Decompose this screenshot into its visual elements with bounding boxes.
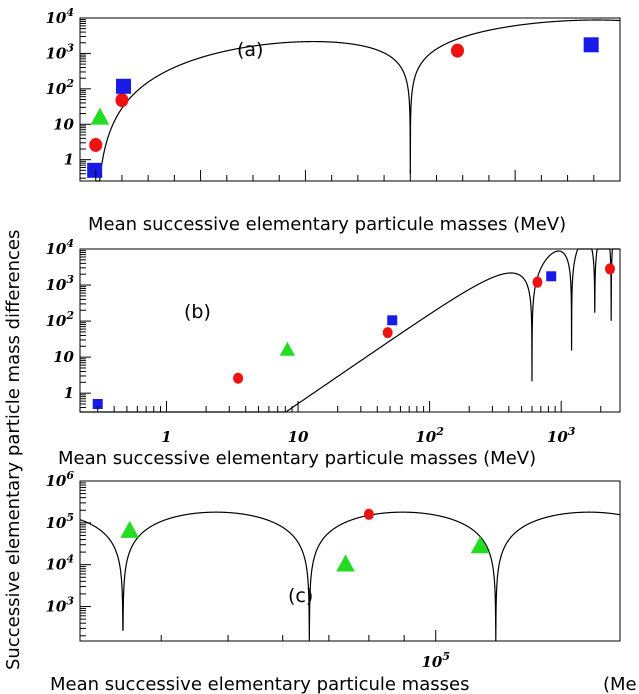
- circle-point: [382, 327, 393, 339]
- triangle-point: [90, 107, 110, 125]
- y-tick-label: 102: [45, 309, 74, 330]
- y-tick-label-exponent: 4: [66, 6, 74, 19]
- triangle-point: [336, 554, 355, 572]
- panel-c: 103 104 105 106 105 (c) Mean successive ele…: [45, 469, 636, 694]
- y-tick-label: 10: [53, 115, 74, 133]
- panel-a: 1 10 102 103 104 (a) Mean successive element…: [45, 6, 621, 235]
- curve-line: [96, 19, 621, 182]
- square-point: [92, 399, 103, 410]
- y-tick-label: 103: [45, 273, 74, 294]
- square-point: [583, 37, 599, 53]
- square-point: [546, 271, 557, 282]
- y-tick-label: 103: [45, 41, 74, 62]
- y-axis-label: Successive elementary particle mass diff…: [3, 230, 24, 670]
- x-axis-ticks-a: [95, 170, 621, 181]
- y-tick-label: 104: [45, 6, 74, 27]
- triangle-point: [120, 520, 140, 538]
- curve-b: [80, 248, 620, 413]
- triangle-point: [470, 536, 490, 554]
- x-tick-label-exponent: 2: [435, 425, 444, 438]
- panel-label-b: (b): [184, 301, 211, 323]
- y-tick-label-exponent: 4: [66, 553, 74, 566]
- y-tick-label-exponent: 2: [65, 77, 74, 90]
- circle-point: [115, 93, 129, 108]
- circle-point: [450, 43, 464, 58]
- panel-label-a: (a): [237, 39, 263, 61]
- curve-line: [80, 248, 620, 413]
- circle-point: [233, 372, 244, 384]
- circle-point: [604, 263, 615, 275]
- square-point: [387, 315, 398, 326]
- points-c: [120, 508, 490, 572]
- x-axis-ticks-b: 1 10 102 103: [97, 401, 602, 446]
- y-tick-label: 103: [45, 595, 74, 616]
- x-axis-label-c: Mean successive elementary particule mas…: [50, 674, 469, 694]
- panel-label-c: (c): [288, 585, 313, 607]
- y-tick-label-exponent: 5: [66, 511, 74, 524]
- plot-frame-a: [79, 17, 621, 182]
- y-tick-label-exponent: 3: [66, 273, 74, 286]
- points-a: [87, 37, 599, 178]
- x-tick-label: 105: [421, 650, 450, 671]
- y-axis-ticks-a: 1 10 102 103 104: [45, 6, 91, 179]
- plot-frame-c: [79, 480, 621, 642]
- y-tick-label-exponent: 6: [66, 469, 74, 482]
- plot-frame-b: [79, 248, 621, 413]
- x-tick-label: 10: [288, 428, 309, 446]
- y-tick-label-exponent: 3: [66, 41, 74, 54]
- y-axis-ticks-b: 1 10 102 103 104: [45, 237, 91, 413]
- y-tick-label: 106: [45, 469, 74, 490]
- x-axis-label-b: Mean successive elementary particule mas…: [58, 448, 536, 469]
- y-tick-label: 104: [45, 553, 74, 574]
- square-point: [87, 162, 103, 178]
- y-tick-label-exponent: 3: [66, 595, 74, 608]
- x-axis-label-a: Mean successive elementary particule mas…: [88, 214, 566, 235]
- x-tick-label: 102: [415, 425, 444, 446]
- x-axis-ticks-c: 105: [160, 630, 450, 671]
- points-b: [92, 263, 615, 410]
- y-tick-label: 1: [64, 151, 74, 169]
- triangle-point: [279, 341, 296, 356]
- x-tick-label: 103: [547, 425, 576, 446]
- curve-line: [79, 511, 621, 642]
- circle-point: [532, 276, 543, 288]
- curve-c: [79, 511, 621, 642]
- y-tick-label: 104: [45, 237, 74, 258]
- y-tick-label: 105: [45, 511, 74, 532]
- y-tick-label: 10: [53, 348, 74, 366]
- y-tick-label-exponent: 4: [66, 237, 74, 250]
- x-tick-label: 1: [161, 428, 171, 446]
- curve-a: [96, 19, 621, 182]
- circle-point: [363, 508, 374, 520]
- x-tick-label-exponent: 5: [442, 650, 450, 663]
- y-tick-label-exponent: 2: [65, 309, 74, 322]
- panel-b: 1 10 102 103 104 1 10 102 103 (b) Mean successi…: [45, 237, 621, 469]
- y-tick-label: 1: [64, 384, 74, 402]
- x-tick-label-exponent: 3: [568, 425, 576, 438]
- y-tick-label: 102: [45, 77, 74, 98]
- square-point: [116, 78, 132, 94]
- x-axis-unit-c: (Me: [603, 674, 637, 694]
- y-axis-ticks-c: 103 104 105 106: [45, 469, 91, 637]
- circle-point: [89, 137, 103, 152]
